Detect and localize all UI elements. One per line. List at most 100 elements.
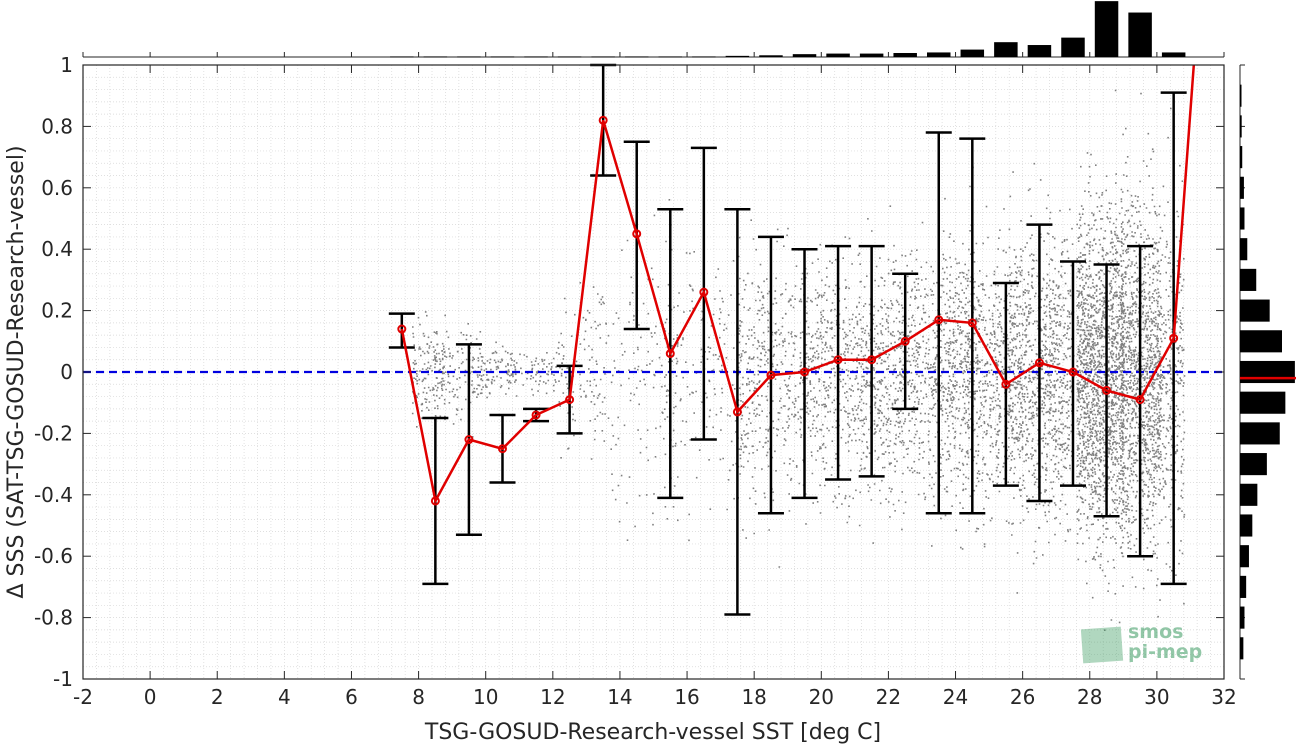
x-tick-label: 26	[1010, 685, 1035, 709]
x-tick-label: 14	[607, 685, 632, 709]
x-axis-title: TSG-GOSUD-Research-vessel SST [deg C]	[424, 720, 881, 745]
x-tick-label: 28	[1077, 685, 1102, 709]
binned-mean-series	[397, 65, 1196, 506]
top-hist-bar	[1094, 1, 1119, 58]
mean-point	[732, 407, 742, 417]
top-hist-bar	[591, 56, 615, 58]
top-hist-bar	[994, 42, 1018, 57]
right-hist-bar	[1240, 115, 1242, 138]
top-histogram	[82, 1, 1225, 58]
mean-point	[699, 287, 709, 297]
right-hist-bar	[1240, 453, 1267, 476]
x-tick-label: 30	[1144, 685, 1169, 709]
top-hist-bar	[1128, 12, 1152, 57]
top-hist-bar	[692, 56, 716, 58]
x-tick-label: 24	[943, 685, 968, 709]
error-bars	[388, 63, 1187, 616]
top-hist-bar	[960, 49, 985, 57]
right-hist-bar	[1240, 299, 1270, 322]
right-hist-bar	[1240, 84, 1242, 107]
x-tick-label: 10	[473, 685, 498, 709]
svg-text:pi-mep: pi-mep	[1128, 641, 1202, 663]
tick-labels: -2 0 2 4 6 8 10 12 14 16 18 20 22 24 26 28 30 32-1-0.8-0.…	[34, 53, 1237, 709]
top-hist-bar	[893, 53, 917, 57]
right-hist-bar	[1240, 545, 1249, 568]
y-tick-label: 0	[60, 360, 73, 384]
y-tick-label: 0.6	[41, 176, 73, 200]
x-tick-label: -2	[73, 685, 93, 709]
y-tick-label: -0.8	[34, 606, 73, 630]
mean-line	[400, 65, 1196, 505]
top-hist-bar	[1027, 45, 1052, 57]
right-histogram	[1239, 64, 1296, 680]
y-tick-label: -0.4	[34, 483, 73, 507]
y-tick-label: -0.2	[34, 421, 73, 445]
mean-point	[1001, 379, 1011, 389]
top-hist-bar	[390, 56, 414, 58]
mean-point	[464, 435, 474, 445]
x-tick-label: 20	[809, 685, 834, 709]
y-tick-label: -0.6	[34, 544, 73, 568]
mean-point	[867, 355, 877, 365]
right-hist-bar	[1240, 268, 1257, 291]
top-hist-bar	[490, 56, 515, 58]
right-hist-bar	[1240, 422, 1280, 445]
top-hist-bar	[423, 56, 448, 58]
top-hist-bar	[658, 56, 683, 58]
mean-point	[1102, 385, 1112, 395]
right-hist-bar	[1240, 176, 1244, 199]
right-hist-bar	[1240, 238, 1248, 261]
scatter-points	[411, 89, 1186, 631]
top-hist-bar	[1161, 52, 1186, 57]
mean-point	[430, 496, 440, 506]
mean-point	[900, 336, 910, 346]
x-tick-label: 22	[876, 685, 901, 709]
x-tick-label: 18	[741, 685, 766, 709]
x-tick-label: 12	[540, 685, 565, 709]
axes	[82, 64, 1225, 680]
right-hist-bar	[1240, 514, 1253, 537]
top-hist-bar	[859, 53, 884, 57]
y-tick-label: 1	[60, 53, 73, 77]
mean-point	[397, 324, 407, 334]
mean-point	[766, 370, 776, 380]
x-tick-label: 4	[278, 685, 291, 709]
x-tick-label: 2	[211, 685, 224, 709]
x-tick-label: 0	[144, 685, 157, 709]
mean-point	[1169, 333, 1179, 343]
y-tick-label: 0.8	[41, 114, 73, 138]
mean-point	[632, 229, 642, 239]
y-tick-label: 0.4	[41, 237, 73, 261]
mean-point	[934, 315, 944, 325]
x-tick-label: 16	[674, 685, 699, 709]
x-tick-label: 6	[345, 685, 358, 709]
right-hist-bar	[1240, 330, 1282, 353]
mean-point	[833, 355, 843, 365]
top-hist-bar	[826, 53, 850, 57]
right-hist-bar	[1240, 360, 1295, 384]
right-hist-bar	[1240, 483, 1258, 506]
right-hist-bar	[1240, 637, 1244, 660]
top-hist-bar	[725, 55, 750, 57]
mean-point	[1135, 395, 1145, 405]
right-hist-bar	[1240, 575, 1247, 598]
right-hist-bar	[1240, 146, 1243, 169]
top-hist-bar	[1061, 37, 1085, 57]
x-tick-label: 8	[412, 685, 425, 709]
mean-point	[497, 444, 507, 454]
mean-point	[565, 395, 575, 405]
top-hist-bar	[792, 54, 817, 57]
right-hist-bar	[1240, 606, 1245, 629]
top-hist-bar	[557, 56, 582, 58]
y-axis-title: Δ SSS (SAT-TSG-GOSUD-Research-vessel)	[4, 145, 29, 598]
mean-point	[1068, 367, 1078, 377]
top-hist-bar	[927, 52, 951, 57]
right-hist-bar	[1240, 391, 1286, 414]
mean-point	[598, 115, 608, 125]
mean-point	[665, 349, 675, 359]
top-hist-bar	[457, 56, 481, 58]
x-tick-label: 32	[1211, 685, 1236, 709]
top-hist-bar	[524, 56, 548, 58]
smos-pi-mep-logo: smos pi-mep	[1080, 621, 1202, 664]
